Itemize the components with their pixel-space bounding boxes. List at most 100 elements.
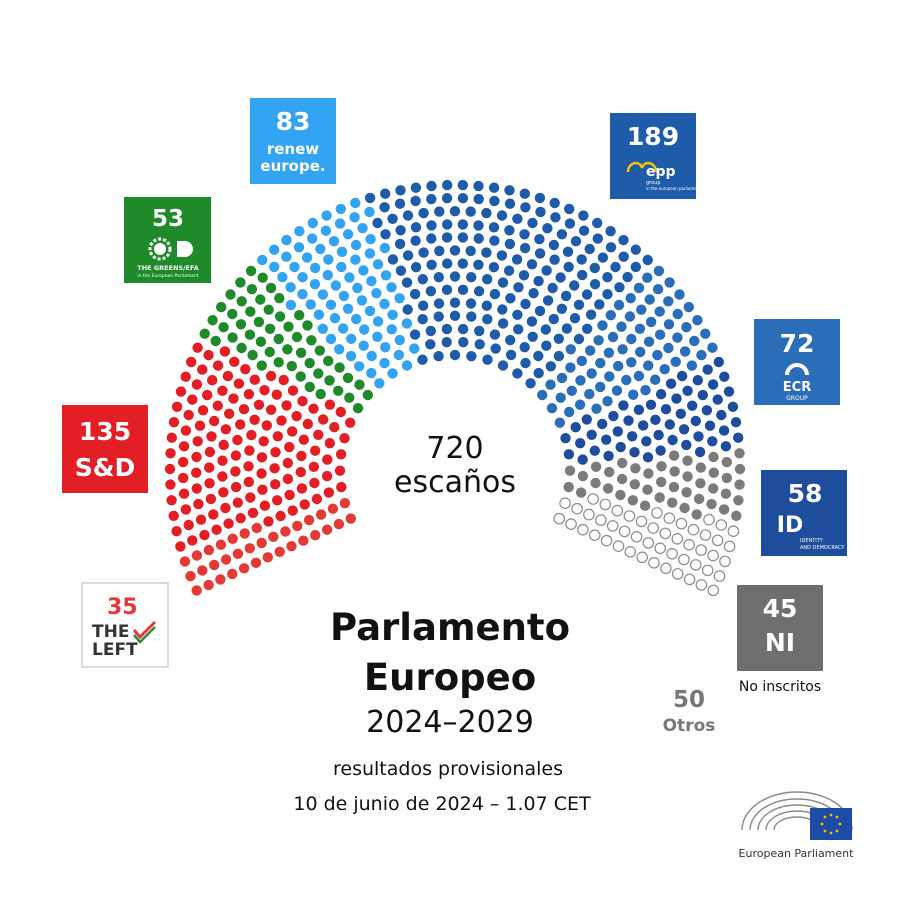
seat-renew: [285, 299, 297, 311]
seat-left: [251, 522, 262, 534]
seat-epp: [504, 238, 516, 250]
seat-sd: [187, 394, 198, 405]
seat-others: [671, 568, 684, 580]
seat-others: [711, 534, 724, 547]
seat-ecr: [692, 315, 703, 326]
seat-greens: [342, 372, 354, 384]
seat-epp: [535, 206, 546, 218]
seat-sd: [282, 457, 293, 469]
seat-epp: [505, 293, 516, 304]
seat-renew: [309, 279, 321, 290]
seat-epp: [380, 229, 391, 240]
seat-renew: [307, 217, 318, 229]
seat-sd: [259, 385, 270, 396]
epp-logo-line-2: group: [646, 180, 661, 186]
seat-others: [553, 512, 565, 525]
seat-sd: [204, 478, 215, 489]
seat-greens: [344, 392, 355, 403]
seat-id: [665, 378, 677, 389]
seat-epp: [520, 357, 531, 369]
seat-epp: [553, 333, 564, 344]
seat-epp: [449, 271, 461, 282]
seat-id: [697, 389, 708, 401]
seat-epp: [481, 207, 492, 219]
seat-epp: [409, 329, 421, 340]
seat-epp: [589, 279, 601, 290]
seat-epp: [592, 217, 603, 229]
seat-sd: [238, 404, 250, 415]
seat-greens: [302, 320, 313, 331]
epp-logo-line-3: in the european parliament: [646, 186, 701, 191]
seat-epp: [410, 235, 421, 246]
period-label: 2024–2029: [366, 705, 534, 740]
seat-ecr: [591, 403, 602, 414]
seat-epp: [457, 219, 468, 230]
seat-id: [675, 408, 686, 419]
seat-sd: [287, 505, 298, 516]
seat-epp: [553, 350, 565, 362]
seat-ecr: [617, 344, 628, 355]
seat-greens: [218, 322, 229, 333]
seat-ecr: [686, 360, 698, 371]
seat-ni: [563, 481, 574, 493]
seat-sd: [218, 439, 229, 451]
seat-others: [659, 527, 672, 540]
seat-ni: [639, 500, 651, 511]
seat-others: [687, 523, 700, 536]
seat-id: [727, 401, 739, 412]
seat-sd: [233, 378, 245, 389]
seat-others: [707, 584, 720, 597]
seat-id: [629, 447, 640, 458]
seat-sd: [269, 463, 280, 474]
seat-sd: [243, 389, 255, 400]
seat-sd: [192, 436, 203, 447]
seat-sd: [180, 371, 191, 382]
seat-others: [723, 540, 736, 553]
seat-greens: [216, 301, 227, 313]
seat-sd: [335, 406, 346, 418]
seat-id: [633, 404, 645, 415]
seat-renew: [320, 225, 332, 236]
seat-ni: [721, 472, 732, 484]
seat-epp: [482, 274, 493, 285]
seat-renew: [380, 342, 391, 353]
seat-epp: [488, 222, 500, 233]
seat-ecr: [653, 265, 665, 277]
seat-greens: [245, 306, 256, 317]
seat-epp: [549, 254, 560, 265]
seat-renew: [294, 226, 305, 237]
seat-sd: [329, 422, 340, 433]
seat-sd: [284, 489, 295, 501]
seat-epp: [418, 247, 429, 258]
seat-epp: [457, 232, 469, 243]
seat-sd: [175, 386, 187, 397]
seat-renew: [401, 360, 413, 371]
seat-left: [179, 556, 191, 567]
seat-ni: [720, 488, 732, 499]
seat-epp: [573, 333, 585, 345]
seat-renew: [342, 229, 354, 240]
seat-id: [707, 436, 718, 447]
seat-ni: [577, 470, 589, 482]
seat-epp: [442, 179, 453, 191]
seat-greens: [257, 272, 268, 283]
seat-epp: [519, 242, 531, 254]
seat-ecr: [643, 336, 655, 347]
seat-left: [298, 535, 309, 546]
seat-sd: [166, 432, 177, 443]
seat-left: [256, 537, 267, 549]
renew-logo-line-1: renew: [267, 140, 319, 158]
seat-greens: [295, 347, 307, 358]
seat-ecr: [633, 370, 645, 382]
seat-renew: [334, 218, 346, 229]
seat-epp: [410, 222, 422, 233]
party-badge-renew: 83 renew europe.: [250, 98, 336, 184]
seat-sd: [235, 419, 246, 430]
seat-ecr: [613, 299, 625, 311]
seat-sd: [235, 513, 246, 524]
seat-epp: [496, 250, 508, 261]
seat-renew: [313, 309, 325, 320]
seat-greens: [291, 331, 303, 343]
seat-renew: [269, 261, 280, 273]
seat-epp: [526, 259, 538, 270]
